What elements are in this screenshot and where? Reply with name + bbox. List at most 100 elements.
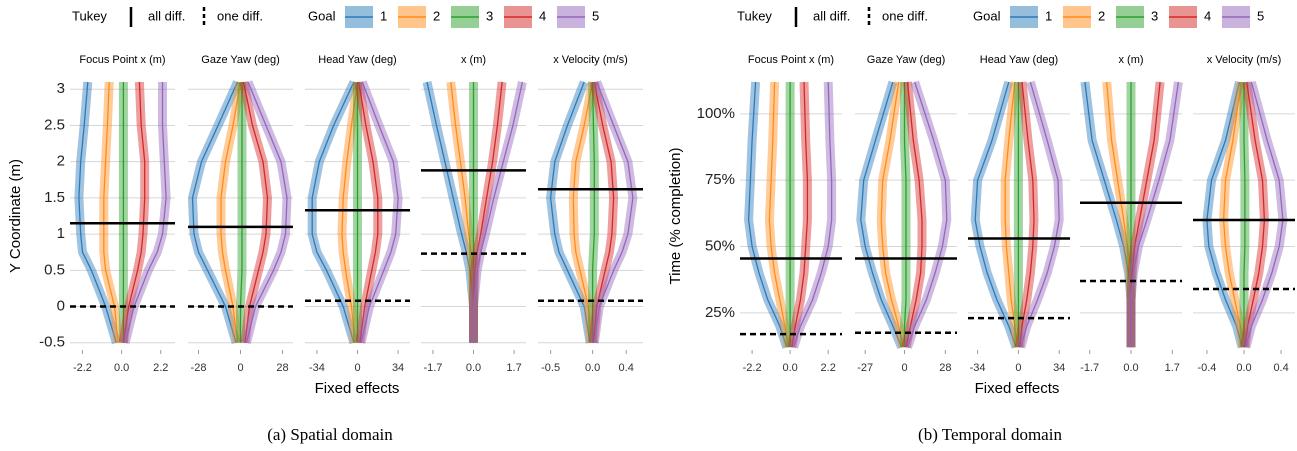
legend-title: Tukey	[737, 8, 772, 23]
series-line	[1222, 81, 1244, 348]
x-tick-label: 1.7	[1165, 362, 1180, 374]
x-tick-label: 0	[354, 362, 360, 374]
legend-label: 2	[433, 8, 440, 23]
facet-title: x (m)	[1118, 54, 1143, 66]
legend-label: 3	[486, 8, 493, 23]
series-line	[747, 81, 788, 348]
x-tick-label: -0.4	[1197, 362, 1216, 374]
legend-label: 4	[1204, 8, 1211, 23]
x-tick-label: 0.0	[114, 362, 129, 374]
legend-label: 5	[592, 8, 599, 23]
series-line	[341, 81, 359, 343]
series-line	[1206, 81, 1243, 348]
y-tick-label: 25%	[705, 304, 735, 321]
facet-title: Head Yaw (deg)	[318, 54, 396, 66]
x-tick-label: -1.7	[423, 362, 442, 374]
series-line	[472, 81, 503, 343]
x-axis-label: Fixed effects	[315, 380, 400, 397]
series-line	[592, 81, 615, 343]
y-axis-label: Y Coordinate (m)	[7, 159, 24, 273]
facet-title: x Velocity (m/s)	[1207, 54, 1282, 66]
series-line	[1243, 82, 1246, 348]
x-tick-label: 0.0	[466, 362, 481, 374]
series-line	[78, 81, 117, 343]
y-tick-label: 1	[57, 225, 65, 242]
y-tick-label: -0.5	[39, 334, 65, 351]
y-tick-label: 3	[57, 80, 65, 97]
series-line	[880, 81, 904, 348]
series-line	[791, 81, 809, 348]
series-line	[239, 82, 243, 343]
series-line	[191, 81, 239, 343]
legend-title: Goal	[308, 8, 336, 23]
x-tick-label: 2.2	[153, 362, 168, 374]
series-line	[905, 81, 923, 348]
x-tick-label: -2.2	[743, 362, 762, 374]
legend-label: one diff.	[882, 8, 928, 23]
series-line	[122, 81, 146, 343]
legend-label: 1	[1045, 8, 1052, 23]
x-tick-label: -0.5	[541, 362, 560, 374]
series-line	[426, 81, 475, 343]
x-axis-label: Fixed effects	[975, 380, 1060, 397]
series-line	[103, 81, 119, 343]
series-line	[360, 81, 399, 343]
series-line	[358, 81, 379, 343]
x-tick-label: -34	[970, 362, 986, 374]
x-tick-label: 1.7	[506, 362, 521, 374]
facet-title: Gaze Yaw (deg)	[201, 54, 279, 66]
legend-label: all diff.	[813, 8, 850, 23]
series-line	[242, 81, 269, 343]
y-tick-label: 2.5	[44, 116, 65, 133]
legend-label: 4	[539, 8, 546, 23]
x-tick-label: 0	[1015, 362, 1021, 374]
series-line	[311, 81, 355, 343]
legend-title: Tukey	[72, 8, 107, 23]
x-tick-label: -1.7	[1080, 362, 1099, 374]
series-line	[220, 81, 242, 343]
x-tick-label: 0	[237, 362, 243, 374]
caption: (b) Temporal domain	[918, 425, 1062, 444]
y-tick-label: 0.5	[44, 261, 65, 278]
caption: (a) Spatial domain	[267, 425, 393, 444]
x-tick-label: 28	[276, 362, 288, 374]
series-line	[1244, 81, 1266, 348]
series-line	[768, 81, 790, 348]
series-line	[124, 82, 167, 343]
series-line	[591, 81, 595, 343]
series-line	[472, 81, 524, 343]
facet-title: Focus Point x (m)	[748, 54, 834, 66]
x-tick-label: 34	[1053, 362, 1065, 374]
x-tick-label: 0.0	[1123, 362, 1138, 374]
x-tick-label: -27	[857, 362, 873, 374]
y-tick-label: 50%	[705, 237, 735, 254]
x-tick-label: 0.0	[585, 362, 600, 374]
x-tick-label: 34	[392, 362, 404, 374]
facet-title: x (m)	[461, 54, 486, 66]
x-tick-label: 0.4	[619, 362, 634, 374]
series-line	[860, 81, 903, 348]
x-tick-label: 0.0	[1236, 362, 1251, 374]
series-line	[792, 81, 833, 348]
series-line	[1130, 81, 1180, 348]
series-line	[1245, 81, 1284, 348]
facet-title: x Velocity (m/s)	[553, 54, 628, 66]
series-line	[245, 81, 288, 343]
series-line	[593, 81, 634, 343]
legend-label: one diff.	[217, 8, 263, 23]
series-line	[903, 82, 907, 348]
series-line	[549, 81, 591, 343]
series-line	[974, 81, 1017, 348]
facet-title: Focus Point x (m)	[79, 54, 165, 66]
legend-label: 1	[380, 8, 387, 23]
facet-title: Gaze Yaw (deg)	[867, 54, 945, 66]
y-tick-label: 100%	[697, 105, 735, 122]
y-tick-label: 2	[57, 153, 65, 170]
facet-title: Head Yaw (deg)	[980, 54, 1058, 66]
legend-label: 2	[1098, 8, 1105, 23]
x-tick-label: 28	[939, 362, 951, 374]
series-line	[572, 81, 594, 343]
legend-label: 5	[1257, 8, 1264, 23]
y-tick-label: 75%	[705, 171, 735, 188]
